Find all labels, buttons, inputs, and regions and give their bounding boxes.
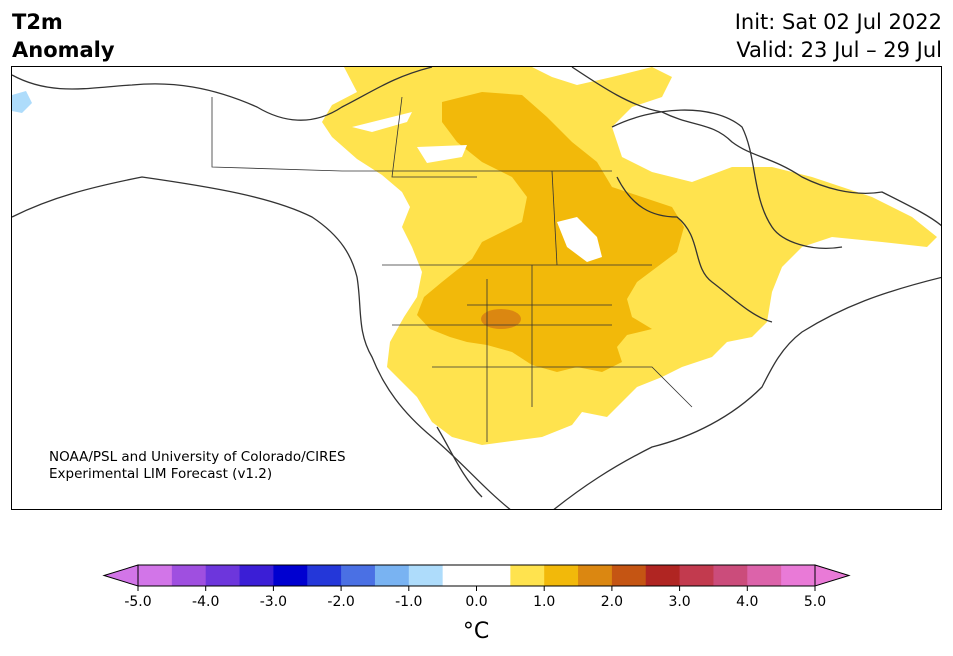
neutral-lake-patch bbox=[557, 217, 602, 262]
colorbar-tick-label: -2.0 bbox=[327, 594, 354, 610]
colorbar-cell bbox=[476, 565, 511, 586]
credit-line-1: NOAA/PSL and University of Colorado/CIRE… bbox=[49, 449, 346, 465]
title-quantity: Anomaly bbox=[12, 38, 115, 62]
colorbar-tick-label: 4.0 bbox=[736, 594, 758, 610]
colorbar-tick-label: 5.0 bbox=[804, 594, 826, 610]
colorbar-underflow-arrow bbox=[102, 564, 139, 587]
colorbar-cell bbox=[578, 565, 613, 586]
colorbar-cell bbox=[205, 565, 241, 586]
colorbar-cell bbox=[442, 565, 477, 586]
colorbar-cell bbox=[611, 565, 647, 586]
colorbar-tick-label: -1.0 bbox=[395, 594, 422, 610]
anomaly-map bbox=[11, 66, 942, 510]
colorbar-cell bbox=[645, 565, 681, 586]
anomaly-region-mid bbox=[417, 92, 684, 372]
title-variable: T2m bbox=[12, 10, 63, 34]
colorbar-tick-label: 3.0 bbox=[668, 594, 690, 610]
colorbar-cells bbox=[137, 564, 816, 587]
init-date: Init: Sat 02 Jul 2022 bbox=[734, 10, 942, 34]
colorbar-cell bbox=[138, 565, 173, 586]
colorbar-tick-label: -5.0 bbox=[124, 594, 151, 610]
anomaly-region-cold bbox=[12, 91, 32, 113]
colorbar-cell bbox=[408, 565, 444, 586]
map-title: T2m Anomaly bbox=[12, 8, 115, 64]
colorbar-unit-label: °C bbox=[463, 619, 489, 644]
colorbar-cell bbox=[679, 565, 714, 586]
colorbar-cell bbox=[307, 565, 342, 586]
colorbar-cell bbox=[239, 565, 274, 586]
colorbar-tick-label: -3.0 bbox=[260, 594, 287, 610]
coastlines bbox=[12, 67, 941, 509]
anomaly-region-strong bbox=[481, 309, 521, 329]
neutral-patch-north bbox=[352, 112, 412, 132]
map-canvas bbox=[12, 67, 941, 509]
valid-range: Valid: 23 Jul – 29 Jul bbox=[736, 38, 942, 62]
colorbar-tick-label: 1.0 bbox=[533, 594, 555, 610]
colorbar-overflow-arrow bbox=[814, 564, 851, 587]
colorbar-cell bbox=[273, 565, 308, 586]
colorbar-cell bbox=[341, 565, 376, 586]
credit-line-2: Experimental LIM Forecast (v1.2) bbox=[49, 466, 273, 482]
colorbar-cell bbox=[544, 565, 579, 586]
colorbar: -5.0 -4.0 -3.0 -2.0 -1.0 0.0 1.0 2.0 3.0 4.0 5.0 °… bbox=[102, 564, 851, 644]
colorbar-tick-label: 0.0 bbox=[465, 594, 487, 610]
colorbar-cell bbox=[747, 565, 782, 586]
colorbar-cell bbox=[171, 565, 207, 586]
colorbar-cell bbox=[374, 565, 410, 586]
credit-text: NOAA/PSL and University of Colorado/CIRE… bbox=[49, 449, 346, 483]
colorbar-ticks: -5.0 -4.0 -3.0 -2.0 -1.0 0.0 1.0 2.0 3.0 4.0 5.0 bbox=[124, 586, 826, 610]
colorbar-cell bbox=[781, 565, 816, 586]
forecast-dates: Init: Sat 02 Jul 2022 Valid: 23 Jul – 29… bbox=[735, 8, 942, 64]
neutral-patch-west bbox=[417, 145, 467, 163]
colorbar-tick-label: -4.0 bbox=[192, 594, 219, 610]
colorbar-tick-label: 2.0 bbox=[601, 594, 623, 610]
colorbar-cell bbox=[713, 565, 748, 586]
colorbar-cell bbox=[510, 565, 545, 586]
political-borders bbox=[211, 96, 693, 442]
